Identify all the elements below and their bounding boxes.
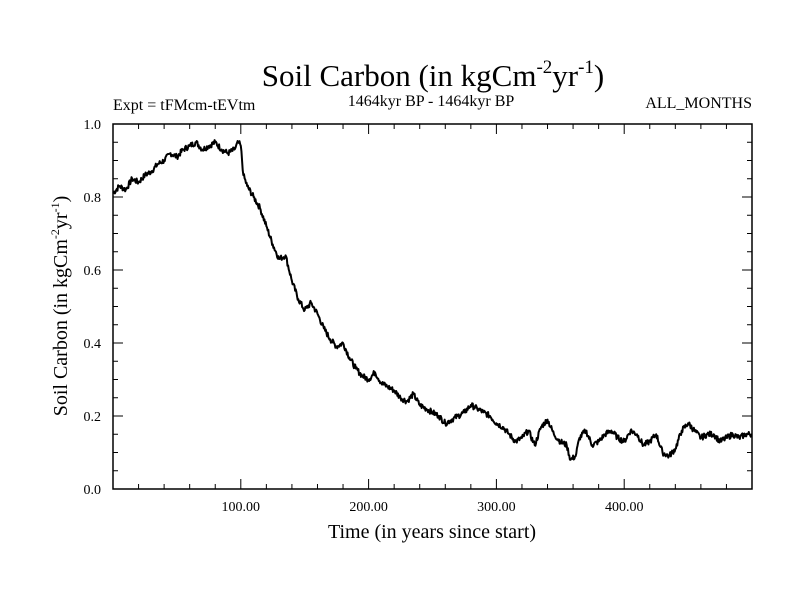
y-tick-label: 0.6 <box>84 264 102 279</box>
series-line-soil-carbon <box>112 139 753 461</box>
x-tick-label: 300.00 <box>477 500 516 515</box>
y-axis-label: Soil Carbon (in kgCm-2yr-1) <box>48 196 72 417</box>
x-tick-label: 100.00 <box>222 500 261 515</box>
months-label: ALL_MONTHS <box>645 95 752 112</box>
plot-frame <box>112 123 753 490</box>
y-tick-label: 1.0 <box>84 118 102 133</box>
experiment-label: Expt = tFMcm-tEVtm <box>113 97 256 114</box>
y-tick-label: 0.8 <box>84 191 102 206</box>
x-axis-label: Time (in years since start) <box>328 521 536 543</box>
series-layer <box>112 139 753 461</box>
axis-ticks: 100.00 200.00 300.00 400.00 0.0 0.2 0.4 0.6 0.8 1… <box>84 118 752 515</box>
y-tick-label: 0.4 <box>84 337 102 352</box>
y-tick-label: 0.0 <box>84 483 102 498</box>
chart-title: Soil Carbon (in kgCm-2yr-1) <box>262 57 605 93</box>
x-tick-label: 400.00 <box>605 500 644 515</box>
y-tick-label: 0.2 <box>84 410 102 425</box>
x-tick-label: 200.00 <box>349 500 388 515</box>
period-label: 1464kyr BP - 1464kyr BP <box>348 93 515 110</box>
